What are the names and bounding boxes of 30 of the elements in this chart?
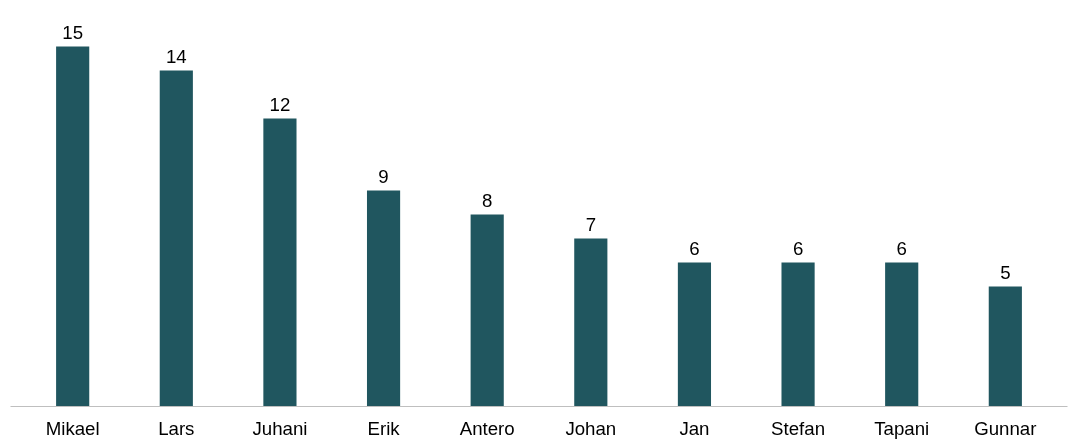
x-tick-label: Lars: [158, 417, 195, 439]
x-tick-label: Johan: [565, 417, 617, 439]
data-label: 6: [896, 237, 907, 259]
data-label: 14: [165, 45, 187, 67]
bar: [159, 70, 193, 407]
data-label: 7: [585, 213, 597, 235]
bar: [988, 286, 1022, 407]
data-label: 9: [378, 165, 389, 187]
x-tick-label: Erik: [367, 417, 401, 439]
bar: [781, 262, 815, 407]
x-tick-label: Antero: [459, 417, 515, 439]
data-label: 6: [689, 237, 700, 259]
x-tick-label: Tapani: [874, 417, 930, 439]
bar: [885, 262, 919, 407]
x-tick-label: Stefan: [771, 417, 826, 439]
x-tick-label: Gunnar: [974, 417, 1037, 439]
bar: [574, 238, 608, 407]
x-tick-label: Juhani: [252, 417, 308, 439]
data-label: 6: [792, 237, 804, 259]
data-label: 15: [62, 21, 84, 43]
bar: [366, 190, 401, 407]
bar: [470, 214, 504, 407]
x-tick-label: Mikael: [45, 417, 100, 439]
data-label: 12: [269, 93, 291, 115]
bar: [263, 118, 297, 407]
bar: [677, 262, 712, 407]
x-tick-label: Jan: [679, 417, 710, 439]
data-label: 8: [482, 189, 493, 211]
bar: [56, 46, 90, 407]
data-label: 5: [1000, 261, 1011, 283]
